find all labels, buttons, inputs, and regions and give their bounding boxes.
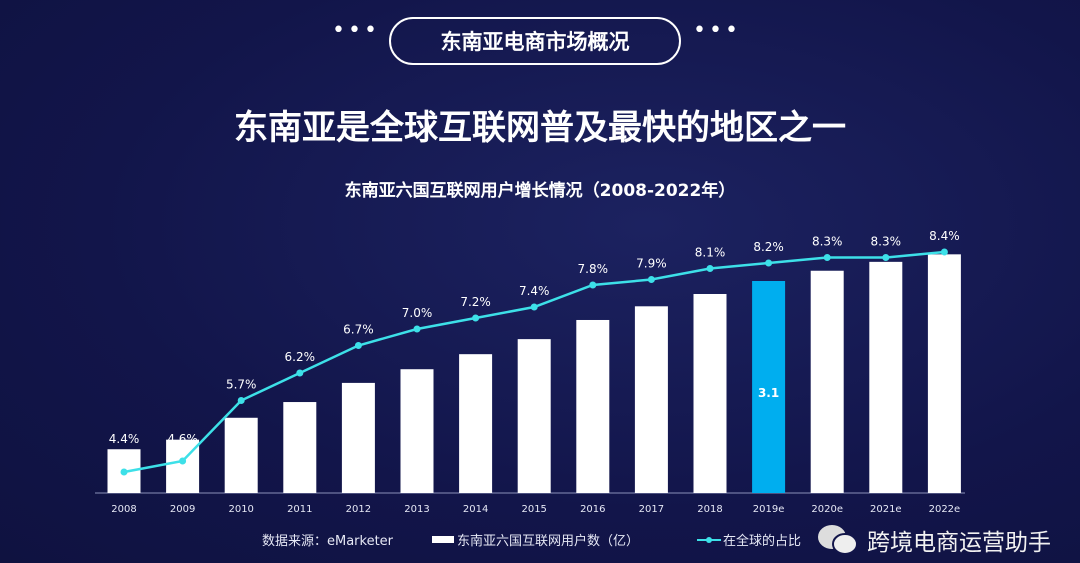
line-point bbox=[530, 303, 538, 311]
x-tick-label: 2010 bbox=[228, 504, 253, 515]
line-data-label: 8.4% bbox=[929, 229, 960, 243]
line-data-label: 8.2% bbox=[753, 240, 784, 254]
legend-bar-label: 东南亚六国互联网用户数（亿） bbox=[457, 534, 640, 549]
x-tick-label: 2018 bbox=[697, 504, 722, 515]
x-tick-label: 2009 bbox=[170, 504, 195, 515]
legend-line-label: 在全球的占比 bbox=[723, 534, 802, 549]
x-tick-label: 2008 bbox=[111, 504, 136, 515]
bar bbox=[576, 319, 610, 493]
bar bbox=[810, 270, 844, 493]
line-point bbox=[413, 325, 421, 333]
bar bbox=[224, 417, 258, 493]
bar bbox=[400, 369, 434, 493]
bar bbox=[693, 293, 727, 493]
line-point bbox=[882, 254, 890, 261]
watermark: 跨境电商运营助手 bbox=[815, 522, 1051, 558]
legend-line-swatch bbox=[697, 536, 721, 543]
line-data-label: 7.8% bbox=[578, 262, 609, 276]
line-point bbox=[296, 369, 304, 377]
bar bbox=[459, 354, 493, 493]
x-tick-label: 2015 bbox=[521, 504, 546, 515]
section-badge: 东南亚电商市场概况 bbox=[389, 17, 681, 65]
x-tick-label: 2016 bbox=[580, 504, 605, 515]
decorative-dots: ••• bbox=[693, 18, 741, 43]
line-data-label: 7.0% bbox=[402, 306, 433, 320]
bar bbox=[927, 254, 961, 493]
x-tick-label: 2012 bbox=[346, 504, 371, 515]
line-point bbox=[472, 314, 480, 322]
legend-line: 在全球的占比 bbox=[697, 530, 801, 549]
line-data-label: 6.7% bbox=[343, 323, 374, 337]
x-tick-label: 2020e bbox=[811, 504, 843, 515]
line-data-label: 7.9% bbox=[636, 257, 667, 271]
bar bbox=[869, 261, 903, 493]
legend-bar: 东南亚六国互联网用户数（亿） bbox=[432, 530, 639, 549]
line-point bbox=[647, 276, 655, 283]
x-tick-label: 2019e bbox=[753, 504, 785, 515]
headline: 东南亚是全球互联网普及最快的地区之一 bbox=[234, 108, 846, 148]
bar bbox=[752, 281, 786, 493]
bar-data-label: 3.1 bbox=[758, 386, 779, 400]
x-tick-label: 2021e bbox=[870, 504, 902, 515]
line-point bbox=[940, 248, 948, 256]
line-data-label: 4.6% bbox=[167, 432, 198, 446]
legend-bar-swatch bbox=[432, 536, 454, 543]
watermark-text: 跨境电商运营助手 bbox=[867, 530, 1051, 556]
x-tick-label: 2017 bbox=[639, 504, 664, 515]
line-point bbox=[589, 281, 597, 289]
line-data-label: 8.3% bbox=[812, 235, 843, 249]
line-point bbox=[354, 342, 362, 349]
line-point bbox=[179, 457, 187, 465]
bar bbox=[517, 339, 551, 493]
line-data-label: 4.4% bbox=[109, 432, 140, 446]
line-data-label: 6.2% bbox=[285, 350, 316, 364]
line-data-label: 8.1% bbox=[695, 246, 726, 260]
chart-title: 东南亚六国互联网用户增长情况（2008-2022年） bbox=[344, 181, 736, 201]
line-point bbox=[823, 254, 831, 261]
x-tick-label: 2013 bbox=[404, 504, 429, 515]
line-data-label: 7.2% bbox=[460, 295, 491, 309]
line-data-label: 7.4% bbox=[519, 284, 550, 298]
line-point bbox=[765, 259, 773, 267]
line-point bbox=[120, 468, 128, 476]
bar bbox=[283, 402, 317, 493]
wechat-icon bbox=[818, 525, 858, 555]
source-note: 数据来源：eMarketer bbox=[262, 534, 394, 549]
line-data-label: 8.3% bbox=[871, 235, 902, 249]
x-tick-label: 2011 bbox=[287, 504, 312, 515]
line-data-label: 5.7% bbox=[226, 378, 257, 392]
line-point bbox=[706, 265, 714, 272]
bar bbox=[634, 306, 668, 493]
line-point bbox=[237, 397, 245, 404]
x-tick-label: 2022e bbox=[929, 504, 961, 515]
bar bbox=[341, 382, 375, 493]
x-tick-label: 2014 bbox=[463, 504, 488, 515]
decorative-dots: ••• bbox=[332, 18, 380, 43]
